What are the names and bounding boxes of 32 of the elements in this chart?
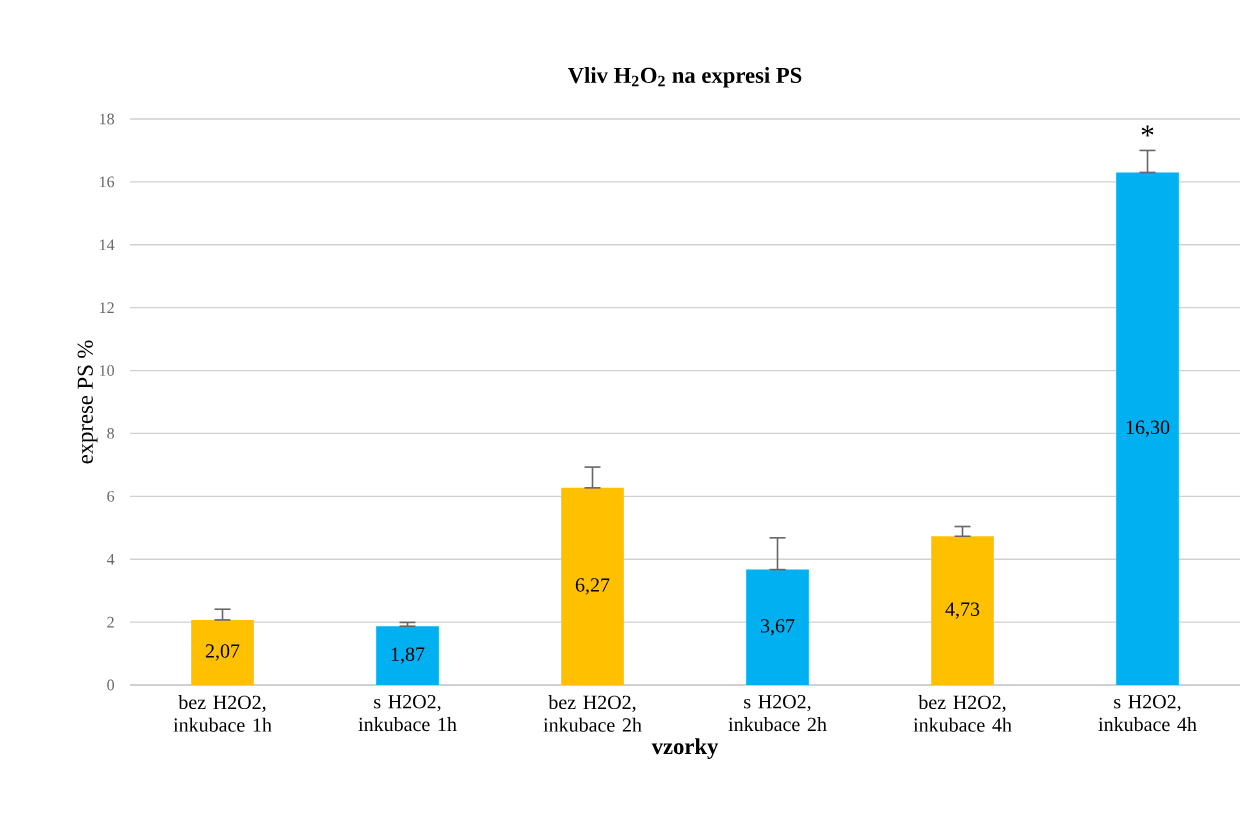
y-tick-label: 16 bbox=[100, 176, 115, 188]
y-tick-label: 0 bbox=[107, 679, 115, 691]
x-tick-label: bez H2O2, inkubace 4h bbox=[913, 695, 1012, 732]
x-tick-label: s H2O2, inkubace 1h bbox=[358, 695, 457, 732]
chart-title: Vliv H$_{2}$O$_{2}$ na expresi PS bbox=[567, 67, 802, 88]
y-tick-label: 8 bbox=[107, 428, 115, 439]
x-axis-title: vzorky bbox=[651, 738, 719, 759]
y-tick-label: 18 bbox=[100, 113, 115, 125]
bar bbox=[746, 569, 809, 685]
y-tick-label: 12 bbox=[100, 302, 114, 313]
y-tick-label: 4 bbox=[106, 553, 115, 565]
bar bbox=[1116, 172, 1179, 685]
data-label: 6,27 bbox=[575, 578, 610, 595]
x-tick-label: bez H2O2, inkubace 1h bbox=[173, 695, 272, 732]
bar bbox=[191, 619, 254, 685]
y-axis-title: exprese PS % bbox=[77, 340, 98, 464]
y-tick-label: 10 bbox=[100, 365, 115, 376]
y-tick-label: 2 bbox=[107, 616, 114, 628]
x-tick-label: bez H2O2, inkubace 2h bbox=[543, 695, 642, 732]
bar bbox=[561, 487, 624, 685]
data-label: 4,73 bbox=[945, 602, 980, 619]
bar bbox=[931, 536, 994, 685]
y-tick-label: 6 bbox=[107, 490, 115, 502]
data-label: 16,30 bbox=[1126, 420, 1170, 437]
x-tick-label: s H2O2, inkubace 4h bbox=[1098, 695, 1197, 732]
data-label: 2,07 bbox=[205, 644, 240, 661]
bar bbox=[376, 626, 439, 685]
x-tick-label: s H2O2, inkubace 2h bbox=[728, 695, 827, 732]
data-label: 1,87 bbox=[391, 647, 425, 664]
data-label: 3,67 bbox=[760, 619, 795, 636]
y-tick-label: 14 bbox=[100, 239, 115, 251]
annotation: * bbox=[1141, 125, 1154, 137]
